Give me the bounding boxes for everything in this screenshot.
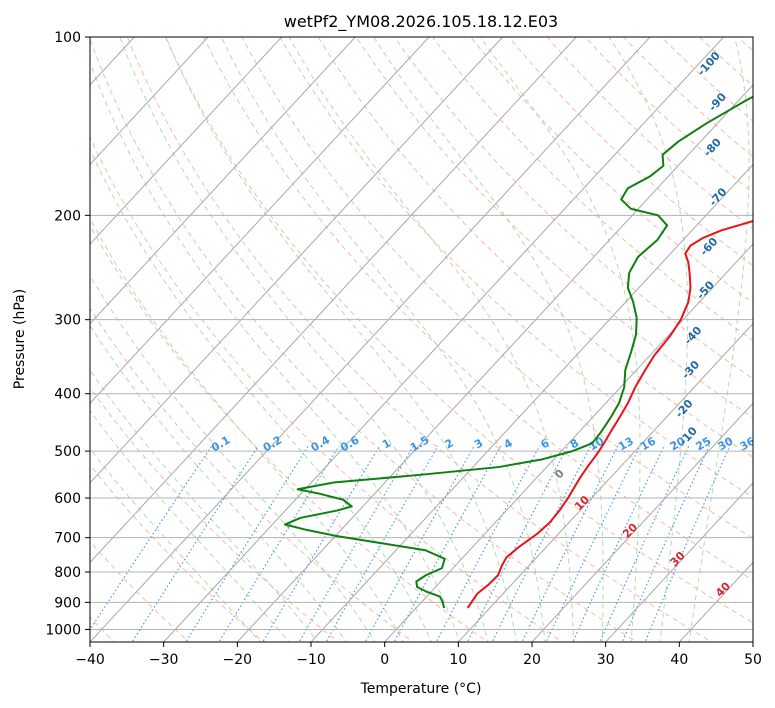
x-tick-label: 50 <box>744 652 762 668</box>
isotherms <box>90 37 753 642</box>
moist-adiabat-line <box>119 37 489 642</box>
x-tick-label: −30 <box>149 652 179 668</box>
y-axis: 100 200 300 400 500 600 700 800 900 1000 <box>45 30 90 638</box>
isotherm-line <box>90 37 651 642</box>
dry-adiabat-line <box>279 37 753 498</box>
x-axis: −40 −30 −20 −10 0 10 20 30 40 50 <box>75 642 762 668</box>
mixing-ratio-line <box>572 445 665 642</box>
y-tick-label: 1000 <box>45 622 81 638</box>
y-tick-label: 700 <box>54 531 81 547</box>
mixing-ratio-label: 36 <box>738 434 758 453</box>
isotherm-line <box>310 163 753 642</box>
chart-title: wetPf2_YM08.2026.105.18.12.E03 <box>284 12 558 32</box>
x-axis-label: Temperature (°C) <box>360 681 482 697</box>
y-tick-label: 400 <box>54 387 81 403</box>
mixing-ratio-line <box>599 445 690 642</box>
x-tick-label: −10 <box>296 652 326 668</box>
y-tick-label: 100 <box>54 30 81 46</box>
isotherm-line <box>383 243 753 642</box>
y-tick-label: 200 <box>54 208 81 224</box>
x-tick-label: 30 <box>597 652 615 668</box>
mixing-ratio-line <box>90 445 213 631</box>
dry-adiabat-line <box>90 37 638 642</box>
dry-adiabat-line <box>126 37 713 642</box>
isobars <box>90 37 753 630</box>
moist-adiabat-line <box>608 37 689 642</box>
y-tick-label: 900 <box>54 595 81 611</box>
mixing-ratio-line <box>325 445 439 642</box>
y-tick-label: 500 <box>54 444 81 460</box>
x-tick-label: −40 <box>75 652 105 668</box>
isotherm-line <box>90 37 283 245</box>
x-tick-label: −20 <box>223 652 253 668</box>
series-line-dewpoint <box>283 95 753 609</box>
dry-adiabat-line <box>203 37 753 581</box>
x-tick-label: 40 <box>670 652 688 668</box>
series-line-temperature <box>466 220 753 609</box>
isotherm-line <box>90 37 504 484</box>
y-tick-label: 600 <box>54 491 81 507</box>
x-tick-label: 20 <box>523 652 541 668</box>
dry-adiabat-line <box>241 37 753 539</box>
isotherm-line <box>90 37 430 404</box>
mixing-ratio-line <box>131 445 259 642</box>
moist-adiabat-line <box>90 324 347 642</box>
mixing-ratio-line <box>218 445 340 642</box>
mixing-ratio-lines <box>90 445 731 642</box>
dry-adiabat-line <box>393 37 753 380</box>
moist-adiabat-line <box>165 37 517 642</box>
mixing-ratio-line <box>298 445 414 642</box>
y-tick-label: 800 <box>54 565 81 581</box>
moist-adiabat-line <box>479 37 641 642</box>
mixing-ratio-line <box>185 445 309 642</box>
mixing-ratio-line <box>262 445 381 642</box>
isotherm-line <box>604 482 753 642</box>
isotherm-line <box>457 322 753 642</box>
y-axis-label: Pressure (hPa) <box>12 289 28 389</box>
isotherm-line <box>236 84 753 642</box>
moist-adiabat-line <box>288 37 575 642</box>
isotherm-line <box>90 37 578 564</box>
dry-adiabat-line <box>90 224 489 642</box>
x-tick-label: 0 <box>380 652 389 668</box>
dry-adiabat-line <box>317 37 753 458</box>
isotherm-line <box>90 37 357 325</box>
isotherm-line <box>90 37 209 166</box>
moist-adiabat-line <box>688 37 750 642</box>
plot-frame <box>89 36 754 643</box>
isotherm-line <box>162 37 725 642</box>
x-tick-label: 10 <box>449 652 467 668</box>
mixing-ratio-line <box>521 445 619 642</box>
y-tick-label: 300 <box>54 313 81 329</box>
plot-area: 0.1 0.2 0.4 0.6 1 1.5 2 3 4 6 8 10 13 16 20 25 30 36-100-… <box>90 37 758 642</box>
mixing-ratio-line <box>545 445 641 642</box>
sounding-series <box>283 95 753 609</box>
mixing-ratio-line <box>435 445 540 642</box>
moist-adiabat-line <box>90 274 376 642</box>
isotherm-line <box>531 402 753 642</box>
